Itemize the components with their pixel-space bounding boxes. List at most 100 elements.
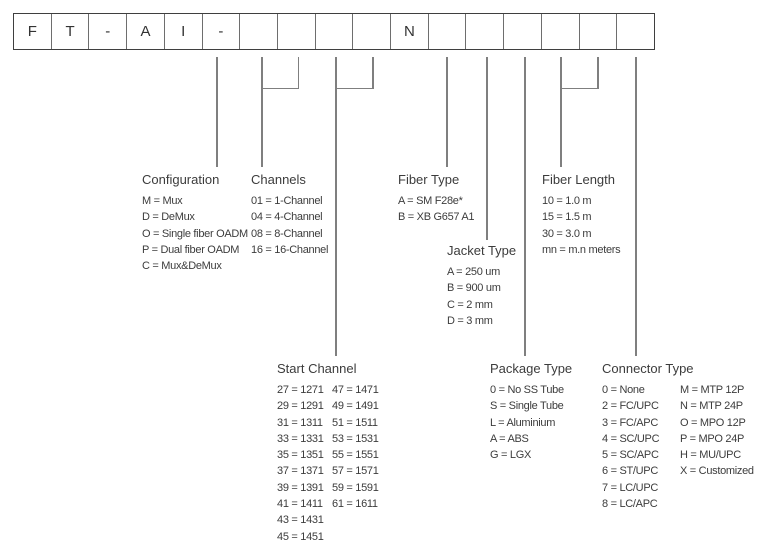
start-channel-line bbox=[335, 88, 337, 356]
channels-option: 16 = 16-Channel bbox=[251, 243, 329, 256]
connector-type-option: 8 = LC/APC bbox=[602, 498, 658, 511]
connector-type-option: H = MU/UPC bbox=[680, 449, 741, 462]
package-type-line bbox=[524, 57, 526, 356]
jacket-type-legend: Jacket Type A = 250 um B = 900 um C = 2 … bbox=[447, 243, 516, 329]
code-box-15 bbox=[542, 14, 580, 49]
fiber-type-legend: Fiber Type A = SM F28e* B = XB G657 A1 bbox=[398, 172, 475, 226]
connector-type-option: 5 = SC/APC bbox=[602, 449, 659, 462]
fiber-length-option: 10 = 1.0 m bbox=[542, 195, 592, 207]
connector-type-option: 7 = LC/UPC bbox=[602, 481, 658, 494]
fiber-length-option: 30 = 3.0 m bbox=[542, 227, 592, 240]
channels-legend: Channels 01 = 1-Channel 04 = 4-Channel 0… bbox=[251, 172, 328, 258]
start-channel-option: 47 = 1471 bbox=[332, 384, 379, 396]
start-channel-option: 33 = 1331 bbox=[277, 432, 324, 445]
start-channel-option: 37 = 1371 bbox=[277, 465, 324, 478]
fiber-length-option: mn = m.n meters bbox=[542, 243, 621, 256]
fiber-type-line bbox=[446, 57, 448, 167]
connector-type-option: 3 = FC/APC bbox=[602, 416, 658, 429]
fiber-length-merge-line bbox=[560, 87, 599, 89]
start-channel-option: 39 = 1391 bbox=[277, 481, 324, 494]
fiber-length-title: Fiber Length bbox=[542, 172, 615, 187]
code-box-16 bbox=[580, 14, 618, 49]
fiber-type-title: Fiber Type bbox=[398, 172, 460, 187]
jacket-type-option: D = 3 mm bbox=[447, 314, 493, 327]
code-box-7 bbox=[240, 14, 278, 49]
jacket-type-title: Jacket Type bbox=[447, 243, 517, 258]
package-type-option: G = LGX bbox=[490, 449, 532, 462]
code-box-11: N bbox=[391, 14, 429, 49]
connector-type-option: 6 = ST/UPC bbox=[602, 465, 658, 478]
connector-type-option: X = Customized bbox=[680, 465, 754, 478]
connector-type-legend: Connector Type 0 = None 2 = FC/UPC 3 = F… bbox=[602, 361, 754, 512]
channels-option: 01 = 1-Channel bbox=[251, 195, 323, 207]
start-channel-option: 49 = 1491 bbox=[332, 400, 379, 413]
code-box-2: T bbox=[52, 14, 90, 49]
start-channel-stub-right bbox=[372, 57, 374, 89]
code-box-14 bbox=[504, 14, 542, 49]
start-channel-stub-left bbox=[335, 57, 337, 89]
part-code-row: F T - A I - N bbox=[13, 13, 655, 50]
package-type-option: A = ABS bbox=[490, 432, 529, 445]
configuration-option: O = Single fiber OADM bbox=[142, 227, 248, 240]
fiber-length-line bbox=[560, 88, 562, 167]
connector-type-option: 2 = FC/UPC bbox=[602, 400, 659, 413]
fiber-length-stub-right bbox=[597, 57, 599, 89]
start-channel-option: 41 = 1411 bbox=[277, 498, 323, 511]
connector-type-title: Connector Type bbox=[602, 361, 694, 376]
jacket-type-option: C = 2 mm bbox=[447, 298, 493, 311]
channels-line bbox=[261, 88, 263, 167]
start-channel-option: 51 = 1511 bbox=[332, 416, 378, 429]
code-box-17 bbox=[617, 14, 654, 49]
code-box-6: - bbox=[203, 14, 241, 49]
configuration-option: D = DeMux bbox=[142, 211, 195, 224]
configuration-legend: Configuration M = Mux D = DeMux O = Sing… bbox=[142, 172, 248, 274]
channels-option: 08 = 8-Channel bbox=[251, 227, 323, 240]
package-type-option: S = Single Tube bbox=[490, 400, 564, 413]
jacket-type-option: A = 250 um bbox=[447, 266, 500, 278]
start-channel-option: 53 = 1531 bbox=[332, 432, 379, 445]
configuration-option: C = Mux&DeMux bbox=[142, 260, 222, 273]
connector-type-option: O = MPO 12P bbox=[680, 416, 746, 429]
channels-option: 04 = 4-Channel bbox=[251, 211, 323, 224]
configuration-option: M = Mux bbox=[142, 195, 183, 207]
start-channel-option: 59 = 1591 bbox=[332, 481, 379, 494]
start-channel-option: 61 = 1611 bbox=[332, 498, 378, 511]
configuration-option: P = Dual fiber OADM bbox=[142, 243, 240, 256]
connector-type-option: 0 = None bbox=[602, 384, 645, 396]
start-channel-option: 27 = 1271 bbox=[277, 384, 324, 396]
fiber-length-option: 15 = 1.5 m bbox=[542, 211, 592, 224]
code-box-13 bbox=[466, 14, 505, 49]
package-type-option: L = Aluminium bbox=[490, 416, 556, 429]
package-type-legend: Package Type 0 = No SS Tube S = Single T… bbox=[490, 361, 572, 463]
code-box-9 bbox=[316, 14, 354, 49]
connector-type-line bbox=[635, 57, 637, 356]
jacket-type-option: B = 900 um bbox=[447, 282, 501, 295]
code-box-10 bbox=[353, 14, 392, 49]
configuration-title: Configuration bbox=[142, 172, 220, 187]
connector-type-option: P = MPO 24P bbox=[680, 432, 745, 445]
channels-merge-line bbox=[261, 87, 299, 89]
code-box-12 bbox=[429, 14, 467, 49]
fiber-type-option: B = XB G657 A1 bbox=[398, 211, 475, 224]
code-box-8 bbox=[278, 14, 316, 49]
start-channel-option: 45 = 1451 bbox=[277, 530, 324, 543]
fiber-type-option: A = SM F28e* bbox=[398, 195, 463, 207]
jacket-type-line bbox=[486, 57, 488, 240]
code-box-5: I bbox=[165, 14, 203, 49]
start-channel-merge-line bbox=[335, 87, 374, 89]
channels-stub-left bbox=[261, 57, 263, 89]
start-channel-option: 43 = 1431 bbox=[277, 514, 324, 527]
code-box-3: - bbox=[89, 14, 128, 49]
start-channel-option: 31 = 1311 bbox=[277, 416, 323, 429]
code-box-4: A bbox=[127, 14, 165, 49]
start-channel-option: 29 = 1291 bbox=[277, 400, 324, 413]
channels-stub-right bbox=[297, 57, 299, 89]
configuration-line bbox=[216, 57, 218, 167]
code-box-1: F bbox=[14, 14, 52, 49]
fiber-length-legend: Fiber Length 10 = 1.0 m 15 = 1.5 m 30 = … bbox=[542, 172, 621, 258]
package-type-option: 0 = No SS Tube bbox=[490, 384, 564, 396]
channels-title: Channels bbox=[251, 172, 306, 187]
start-channel-option: 55 = 1551 bbox=[332, 449, 379, 462]
start-channel-option: 35 = 1351 bbox=[277, 449, 324, 462]
connector-type-option: 4 = SC/UPC bbox=[602, 432, 660, 445]
